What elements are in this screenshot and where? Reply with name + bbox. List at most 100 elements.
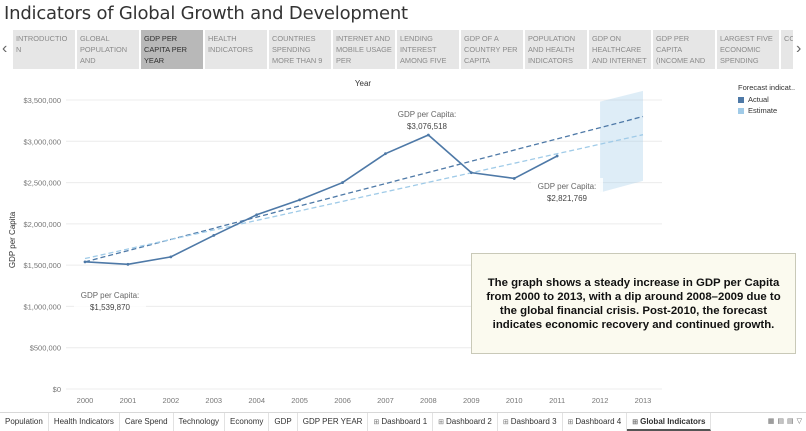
sheet-tab[interactable]: Economy [225,412,270,431]
story-tab[interactable]: LENDING INTEREST AMONG FIVE [397,30,459,69]
data-point [384,152,387,156]
list-view-icon[interactable]: ▤ [786,418,794,425]
story-tab[interactable]: INTRODUCTIO N [13,30,75,69]
annotation-end-value: $2,821,769 [547,194,588,203]
x-tick-label: 2000 [77,396,94,405]
trend-line [84,134,644,260]
x-tick-label: 2005 [291,396,308,405]
annotation-peak-label: GDP per Capita: [398,110,457,119]
story-tab[interactable]: COUNTRIES SPENDING MORE THAN 9 [269,30,331,69]
sheet-tab[interactable]: ⊞ Dashboard 3 [498,412,563,431]
sheet-tab-label: GDP PER YEAR [302,416,363,426]
sheet-tab[interactable]: ⊞ Dashboard 1 [368,412,434,431]
sheet-tab[interactable]: Technology [174,412,226,431]
sheet-tab[interactable]: ⊞ Global Indicators [627,412,712,431]
legend-item-actual[interactable]: Actual [738,95,795,104]
trend-line [84,115,644,263]
dashboard-icon: ⊞ [373,418,380,426]
dashboard-icon: ⊞ [632,418,639,426]
data-point [469,171,473,175]
sheet-tab[interactable]: Health Indicators [49,412,120,431]
data-point [298,198,302,202]
y-tick-label: $3,000,000 [23,137,61,146]
filmstrip-icon[interactable]: ▤ [777,418,784,425]
sheet-tab[interactable]: ⊞ Dashboard 4 [563,412,628,431]
dashboard-icon: ⊞ [567,418,574,426]
story-tab[interactable]: INTERNET AND MOBILE USAGE PER [333,30,395,69]
minimize-icon[interactable]: ▽ [796,418,802,425]
y-tick-label: $3,500,000 [23,96,61,105]
x-tick-label: 2003 [205,396,222,405]
story-tab[interactable]: GDP ON HEALTHCARE AND INTERNET [589,30,651,69]
annotation-peak-bg [391,106,463,132]
y-tick-label: $500,000 [30,344,61,353]
annotation-end-label: GDP per Capita: [538,182,597,191]
sheet-tab-label: Dashboard 3 [510,416,557,426]
y-tick-label: $1,500,000 [23,261,61,270]
y-tick-label: $1,000,000 [23,302,61,311]
story-tab[interactable]: GLOBAL POPULATION AND [77,30,139,69]
sheet-tab[interactable]: GDP PER YEAR [298,412,369,431]
story-tab[interactable]: CO [781,30,793,69]
story-tab[interactable]: POPULATION AND HEALTH INDICATORS [525,30,587,69]
sheet-tab[interactable]: GDP [269,412,298,431]
dashboard-icon: ⊞ [438,418,445,426]
legend: Forecast indicat.. Actual Estimate [738,83,795,117]
sheet-tab-label: Health Indicators [53,416,114,426]
legend-item-estimate[interactable]: Estimate [738,106,795,115]
data-point [426,133,430,137]
sheet-tab-label: Dashboard 2 [446,416,492,426]
story-tabs: INTRODUCTIO N GLOBAL POPULATION AND GDP PE… [13,30,793,69]
data-point [255,213,259,217]
forecast-band [600,90,643,193]
data-point [126,262,130,266]
story-tab[interactable]: HEALTH INDICATORS [205,30,267,69]
legend-swatch-estimate [738,107,744,114]
x-tick-label: 2009 [463,396,480,405]
y-tick-label: $2,500,000 [23,179,61,188]
sheet-tab-label: Population [5,416,43,426]
sheet-tab[interactable]: Population [0,412,49,431]
chevron-left-icon[interactable]: ‹ [2,40,8,57]
sheet-tab[interactable]: ⊞ Dashboard 2 [433,412,498,431]
x-tick-label: 2002 [163,396,180,405]
annotation-start: GDP per Capita: $1,539,870 [74,287,146,313]
sheet-tab[interactable]: Care Spend [120,412,174,431]
sheet-tab-label: Dashboard 1 [381,416,428,426]
data-point [83,260,87,264]
annotation-peak: GDP per Capita: $3,076,518 [391,106,463,132]
insight-note: The graph shows a steady increase in GDP… [471,253,796,354]
sheet-tab-label: Economy [230,416,264,426]
sheet-tab-label: GDP [274,416,292,426]
story-tab[interactable]: LARGEST FIVE ECONOMIC SPENDING [717,30,779,69]
x-tick-label: 2008 [420,396,437,405]
story-tab[interactable]: GDP PER CAPITA (INCOME AND [653,30,715,69]
data-point [212,234,216,237]
gdp-line-chart: Year GDP per Capita $0 $500,000 $1,000,000 $1… [8,79,662,405]
story-tab[interactable]: GDP PER CAPITA PER YEAR [141,30,203,69]
annotation-end: GDP per Capita: $2,821,769 [531,178,603,204]
page-title: Indicators of Global Growth and Developm… [4,3,408,24]
view-controls: ▦ ▤ ▤ ▽ [768,417,802,425]
chevron-right-icon[interactable]: › [796,40,802,57]
x-tick-label: 2012 [592,396,609,405]
y-axis-title: GDP per Capita [8,211,17,268]
x-tick-label: 2006 [334,396,351,405]
story-tab[interactable]: GDP OF A COUNTRY PER CAPITA [461,30,523,69]
legend-label-estimate: Estimate [748,106,778,115]
sheet-tab-label: Care Spend [124,416,168,426]
x-tick-label: 2004 [248,396,265,405]
data-point [555,154,559,158]
legend-swatch-actual [738,96,744,103]
sheet-tab-label: Dashboard 4 [575,416,622,426]
annotation-start-value: $1,539,870 [90,303,131,312]
y-tick-label: $0 [53,385,61,394]
grid-view-icon[interactable]: ▦ [767,418,775,425]
sheet-tab-label: Global Indicators [640,416,706,426]
series-line-actual [84,134,558,266]
sheet-tab-label: Technology [178,416,220,426]
annotation-peak-value: $3,076,518 [407,122,448,131]
x-tick-label: 2007 [377,396,394,405]
sheet-tabs: Population Health Indicators Care Spend Tec… [0,412,806,431]
legend-title: Forecast indicat.. [738,83,796,92]
